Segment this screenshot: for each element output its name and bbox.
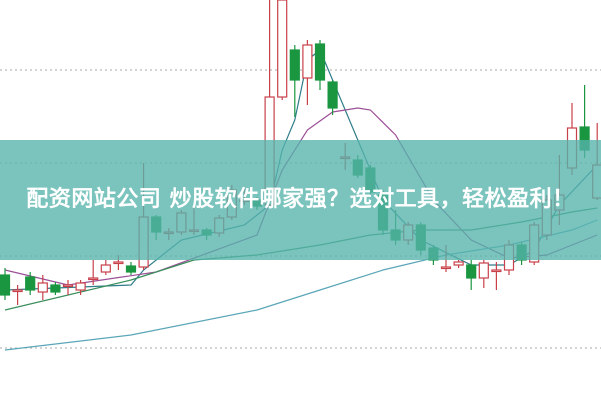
banner-title: 配资网站公司 炒股软件哪家强？选对工具，轻松盈利！ xyxy=(26,187,575,212)
candle-body xyxy=(466,264,477,279)
candle-body xyxy=(113,261,124,265)
candle-body xyxy=(25,276,36,291)
candle-body xyxy=(75,282,86,291)
candle-body xyxy=(453,261,464,266)
candle-body xyxy=(478,262,489,279)
candle-body xyxy=(491,269,502,273)
candle-body xyxy=(289,49,300,81)
candle-body xyxy=(100,264,111,273)
candle-body xyxy=(440,266,452,270)
candle-body xyxy=(37,282,48,293)
candle-body xyxy=(277,0,288,98)
candle-body xyxy=(302,44,313,79)
title-banner: 配资网站公司 炒股软件哪家强？选对工具，轻松盈利！ xyxy=(0,140,601,260)
candle-body xyxy=(50,284,61,293)
candle-body xyxy=(314,43,326,81)
candle-body xyxy=(327,81,338,109)
candle-body xyxy=(125,265,137,273)
candle-body xyxy=(62,284,74,288)
candle-body xyxy=(0,274,11,296)
candle-body xyxy=(88,277,99,281)
candle-body xyxy=(12,289,23,293)
